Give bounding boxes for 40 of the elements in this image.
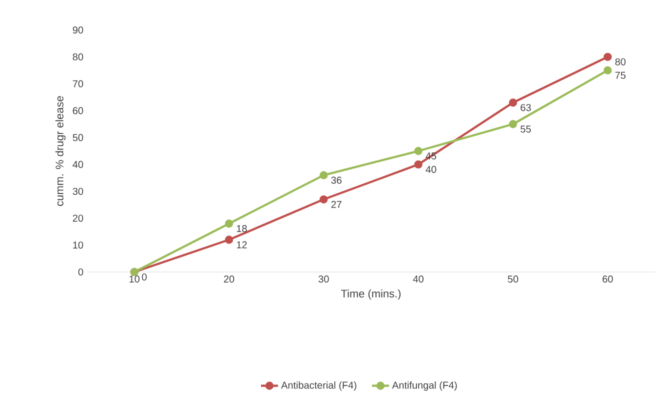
point xyxy=(224,220,234,228)
y-tick-label: 40 xyxy=(72,160,84,168)
data-label: 40 xyxy=(426,166,436,173)
data-label: 18 xyxy=(236,225,247,232)
y-axis-title: cumm. % drugr elease xyxy=(55,96,66,206)
legend-label: Antibacterial (F4) xyxy=(281,381,356,391)
y-tick-label: 60 xyxy=(72,107,84,114)
y-tick-label: 50 xyxy=(72,134,84,142)
point xyxy=(224,236,234,244)
x-tick-label: 40 xyxy=(413,276,424,283)
x-tick-label: 30 xyxy=(318,276,329,283)
y-tick-label: 70 xyxy=(72,80,84,88)
point xyxy=(320,171,328,180)
y-tick-label: 0 xyxy=(78,268,84,276)
data-label: 75 xyxy=(615,72,626,79)
point xyxy=(414,160,422,169)
data-label: 0 xyxy=(142,273,147,281)
point xyxy=(320,195,328,204)
point xyxy=(604,66,612,74)
x-tick-label: 10 xyxy=(130,276,140,283)
data-label: 12 xyxy=(236,241,247,248)
point xyxy=(508,98,518,107)
legend-label: Antifungal (F4) xyxy=(392,381,457,391)
y-tick-label: 90 xyxy=(72,26,84,34)
x-tick-label: 50 xyxy=(508,276,518,283)
x-axis-title: Time (mins.) xyxy=(341,289,401,300)
data-label: 63 xyxy=(520,104,531,112)
y-tick-label: 10 xyxy=(73,242,84,249)
x-tick-label: 20 xyxy=(224,276,234,283)
y-tick-label: 80 xyxy=(72,53,84,60)
data-label: 27 xyxy=(331,200,342,208)
point xyxy=(414,146,422,156)
y-tick-label: 30 xyxy=(72,188,84,195)
y-tick-label: 20 xyxy=(72,214,84,222)
point xyxy=(508,120,518,128)
data-label: 55 xyxy=(520,126,531,133)
x-tick-label: 60 xyxy=(602,276,613,283)
data-label: 80 xyxy=(615,58,626,66)
point xyxy=(604,52,612,61)
data-label: 36 xyxy=(331,176,342,184)
